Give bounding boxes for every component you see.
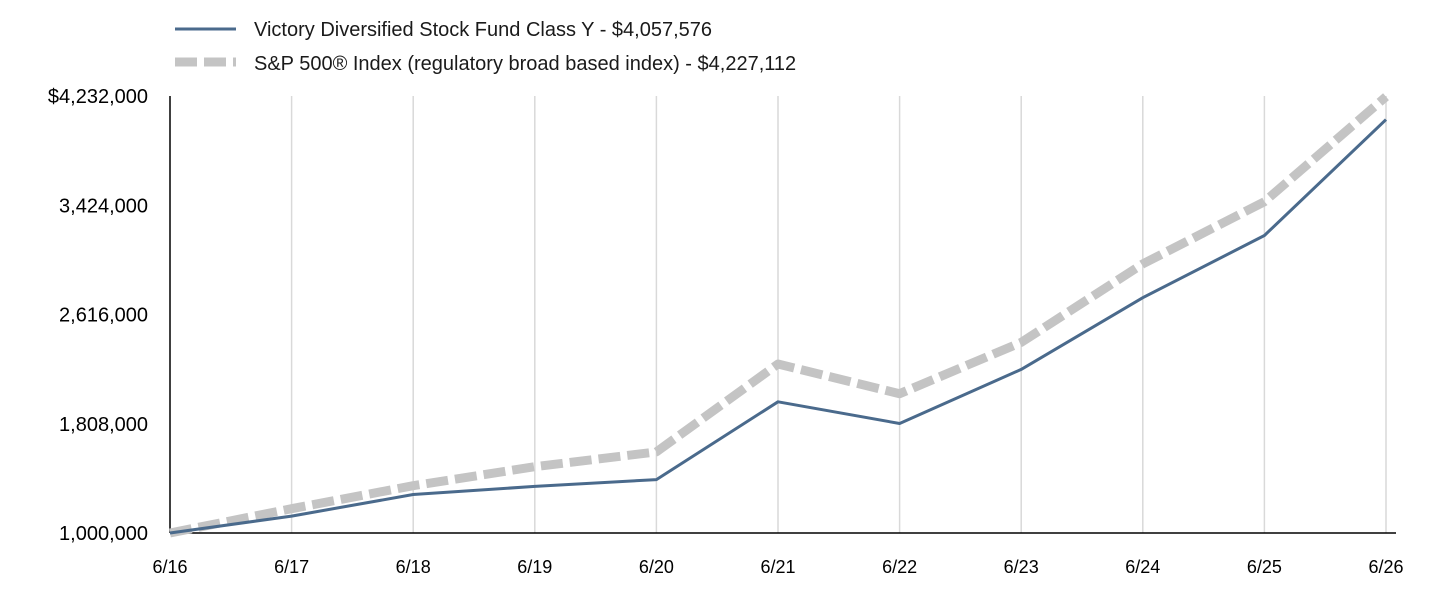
x-tick-label: 6/16 xyxy=(152,557,187,577)
y-tick-label: $4,232,000 xyxy=(48,86,148,108)
legend-label-index: S&P 500® Index (regulatory broad based i… xyxy=(254,53,796,75)
x-tick-label: 6/18 xyxy=(396,557,431,577)
x-tick-label: 6/19 xyxy=(517,557,552,577)
y-tick-label: 1,000,000 xyxy=(59,523,148,545)
x-tick-label: 6/25 xyxy=(1247,557,1282,577)
series-line-index xyxy=(169,93,1389,538)
series-line-fund xyxy=(169,118,1388,535)
x-tick-label: 6/23 xyxy=(1004,557,1039,577)
legend-label-fund: Victory Diversified Stock Fund Class Y -… xyxy=(254,19,712,41)
y-tick-label: 1,808,000 xyxy=(59,414,148,436)
gridlines xyxy=(290,96,1387,533)
y-tick-label: 2,616,000 xyxy=(59,305,148,327)
x-tick-label: 6/20 xyxy=(639,557,674,577)
x-tick-label: 6/26 xyxy=(1368,557,1403,577)
axes xyxy=(169,96,1396,534)
y-tick-label: 3,424,000 xyxy=(59,195,148,217)
legend: Victory Diversified Stock Fund Class Y -… xyxy=(175,19,796,75)
series-lines xyxy=(169,93,1389,538)
x-tick-label: 6/21 xyxy=(760,557,795,577)
x-tick-label: 6/22 xyxy=(882,557,917,577)
x-tick-label: 6/17 xyxy=(274,557,309,577)
x-tick-labels: 6/16 6/17 6/18 6/19 6/20 6/21 6/22 6/23 6/24 6/25… xyxy=(152,557,1403,577)
y-tick-labels: $4,232,000 3,424,000 2,616,000 1,808,000 1,0… xyxy=(48,86,148,545)
x-tick-label: 6/24 xyxy=(1125,557,1160,577)
